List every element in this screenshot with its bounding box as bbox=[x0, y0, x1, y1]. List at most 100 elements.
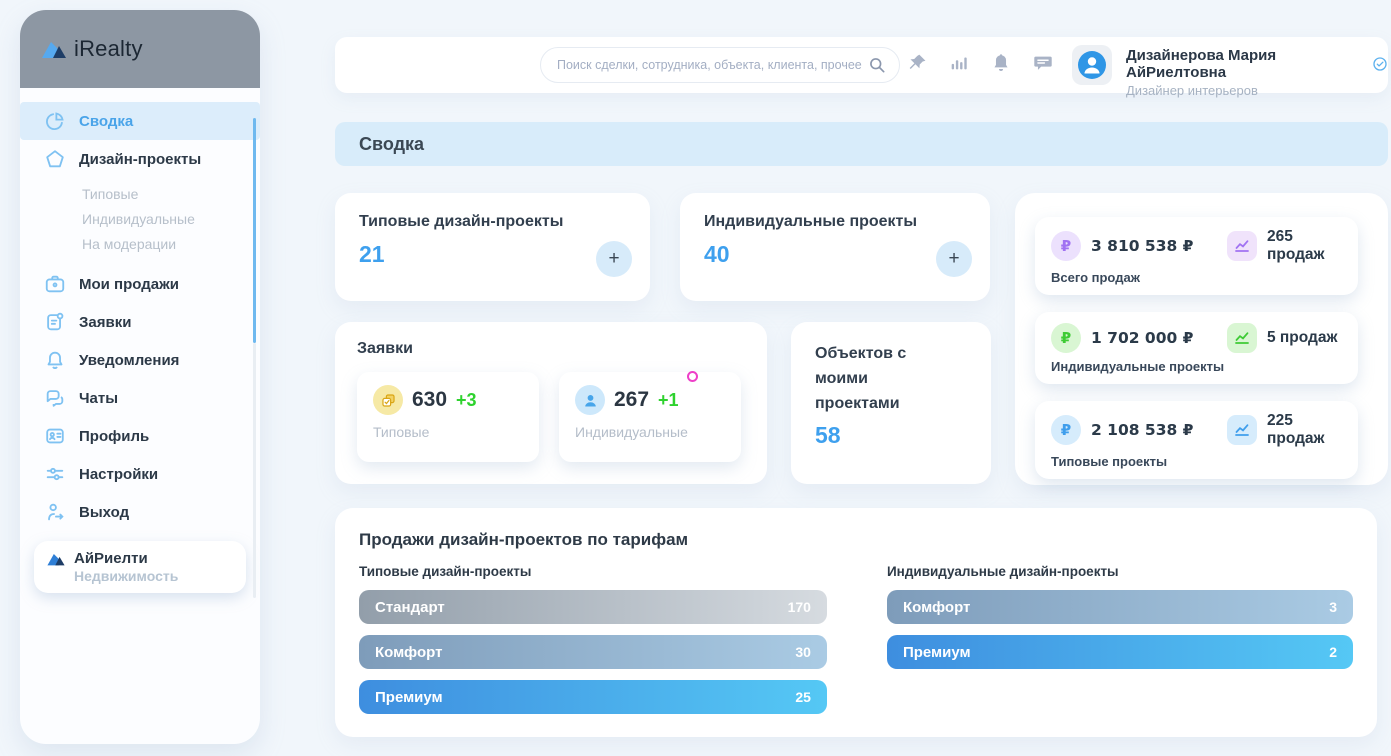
sidebar-item-svodka[interactable]: Сводка bbox=[20, 102, 260, 140]
bar-value: 2 bbox=[1329, 644, 1337, 660]
card-requests: Заявки 630 +3 Типовые bbox=[335, 322, 767, 484]
sidebar-item-label: Дизайн-проекты bbox=[79, 150, 202, 168]
user-info[interactable]: Дизайнерова Мария АйРиелтовна Дизайнер и… bbox=[1126, 47, 1388, 98]
line-chart-icon bbox=[1227, 231, 1257, 261]
requests-individual-label: Индивидуальные bbox=[575, 424, 688, 440]
pin-icon[interactable] bbox=[905, 51, 929, 75]
bar-komfort: Комфорт 30 bbox=[359, 635, 827, 669]
typical-projects-count: 21 bbox=[359, 241, 385, 267]
chart-group-title: Типовые дизайн-проекты bbox=[359, 564, 532, 579]
ruble-icon: ₽ bbox=[1051, 415, 1081, 445]
card-individual-projects: Индивидуальные проекты 40 + bbox=[680, 193, 990, 301]
ruble-icon: ₽ bbox=[1051, 231, 1081, 261]
sidebar-design-subitems: Типовые Индивидуальные На модерации bbox=[20, 178, 260, 265]
stat-label: Типовые проекты bbox=[1051, 454, 1168, 469]
stat-typical-sales: ₽ 2 108 538 ₽ 225 продаж Типовые проекты bbox=[1035, 401, 1358, 479]
person-icon bbox=[575, 385, 605, 415]
sidebar-scrollbar-track bbox=[253, 343, 256, 598]
sidebar-subitem-moderation[interactable]: На модерации bbox=[82, 236, 177, 252]
stat-count: 225 продаж bbox=[1267, 412, 1325, 447]
sidebar-subitem-individual[interactable]: Индивидуальные bbox=[82, 211, 195, 227]
sidebar-item-my-sales[interactable]: Мои продажи bbox=[20, 265, 260, 303]
document-icon bbox=[44, 311, 66, 333]
bar-value: 170 bbox=[787, 599, 811, 615]
sidebar-item-profile[interactable]: Профиль bbox=[20, 417, 260, 455]
sidebar-item-requests[interactable]: Заявки bbox=[20, 303, 260, 341]
ruble-icon: ₽ bbox=[1051, 323, 1081, 353]
user-name: Дизайнерова Мария АйРиелтовна bbox=[1126, 47, 1277, 81]
home-pentagon-icon bbox=[44, 148, 66, 170]
search-icon[interactable] bbox=[867, 55, 887, 75]
chart-group-title: Индивидуальные дизайн-проекты bbox=[886, 564, 1119, 579]
requests-individual-tile: 267 +1 Индивидуальные bbox=[559, 372, 741, 462]
chart-group-typical: Типовые дизайн-проекты Стандарт 170 Комф… bbox=[359, 564, 827, 725]
chart-group-individual: Индивидуальные дизайн-проекты Комфорт 3 … bbox=[886, 564, 1353, 725]
requests-typical-delta: +3 bbox=[456, 389, 477, 410]
message-icon[interactable] bbox=[1031, 51, 1055, 75]
chart-title: Продажи дизайн-проектов по тарифам bbox=[359, 530, 689, 549]
bar-value: 30 bbox=[795, 644, 811, 660]
bar-label: Премиум bbox=[902, 643, 971, 661]
chat-bubbles-icon bbox=[44, 387, 66, 409]
bar-label: Премиум bbox=[375, 688, 443, 706]
user-role: Дизайнер интерьеров bbox=[1126, 83, 1258, 98]
org-card[interactable]: АйРиелти Недвижимость bbox=[34, 541, 246, 593]
user-avatar[interactable] bbox=[1072, 45, 1112, 85]
copy-docs-icon bbox=[373, 385, 403, 415]
sidebar-nav: Сводка Дизайн-проекты Типовые Индивидуал… bbox=[20, 88, 260, 593]
bar-label: Комфорт bbox=[902, 598, 971, 616]
line-chart-icon bbox=[1227, 323, 1257, 353]
bar-standart: Стандарт 170 bbox=[359, 590, 827, 624]
verified-badge-icon bbox=[1372, 56, 1388, 72]
stat-count: 265 продаж bbox=[1267, 228, 1325, 263]
stat-amount: 3 810 538 ₽ bbox=[1091, 237, 1194, 255]
sidebar-item-label: Чаты bbox=[79, 389, 119, 407]
bar-premium: Премиум 2 bbox=[886, 635, 1353, 669]
stat-individual-sales: ₽ 1 702 000 ₽ 5 продаж Индивидуальные пр… bbox=[1035, 312, 1358, 384]
stat-amount: 2 108 538 ₽ bbox=[1091, 421, 1194, 439]
sidebar-item-label: Мои продажи bbox=[79, 275, 179, 293]
bar-value: 3 bbox=[1329, 599, 1337, 615]
search-bar[interactable] bbox=[540, 47, 900, 83]
cursor-ring bbox=[687, 371, 698, 382]
stat-label: Всего продаж bbox=[1051, 270, 1140, 285]
stat-total-sales: ₽ 3 810 538 ₽ 265 продаж Всего продаж bbox=[1035, 217, 1358, 295]
briefcase-icon bbox=[44, 273, 66, 295]
line-chart-icon bbox=[1227, 415, 1257, 445]
requests-typical-label: Типовые bbox=[373, 424, 430, 440]
notification-bell-icon[interactable] bbox=[989, 51, 1013, 75]
topbar-icons bbox=[905, 51, 1055, 75]
requests-title: Заявки bbox=[357, 340, 413, 357]
bell-icon bbox=[44, 349, 66, 371]
sidebar: iRealty Сводка Дизайн-проекты Типовые Ин… bbox=[20, 10, 260, 744]
individual-projects-count: 40 bbox=[704, 241, 730, 267]
org-subtitle: Недвижимость bbox=[74, 568, 179, 584]
stat-count: 5 продаж bbox=[1267, 329, 1338, 346]
sidebar-item-label: Выход bbox=[79, 503, 130, 521]
sidebar-item-label: Уведомления bbox=[79, 351, 180, 369]
sidebar-item-settings[interactable]: Настройки bbox=[20, 455, 260, 493]
add-individual-project-button[interactable]: + bbox=[936, 241, 972, 277]
card-typical-projects: Типовые дизайн-проекты 21 + bbox=[335, 193, 650, 301]
app-logo-text: iRealty bbox=[74, 36, 143, 61]
sales-stats-panel: ₽ 3 810 538 ₽ 265 продаж Всего продаж ₽ … bbox=[1015, 193, 1388, 485]
requests-individual-count: 267 bbox=[614, 388, 650, 411]
card-title: Индивидуальные проекты bbox=[704, 213, 918, 230]
sidebar-item-label: Настройки bbox=[79, 465, 159, 483]
card-tariff-sales-chart: Продажи дизайн-проектов по тарифам Типов… bbox=[335, 508, 1377, 737]
bar-komfort: Комфорт 3 bbox=[886, 590, 1353, 624]
requests-typical-tile: 630 +3 Типовые bbox=[357, 372, 539, 462]
sidebar-item-logout[interactable]: Выход bbox=[20, 493, 260, 531]
topbar: Дизайнерова Мария АйРиелтовна Дизайнер и… bbox=[335, 37, 1388, 98]
bar-chart-icon[interactable] bbox=[947, 51, 971, 75]
sidebar-scrollbar-thumb[interactable] bbox=[253, 118, 256, 343]
sidebar-item-chats[interactable]: Чаты bbox=[20, 379, 260, 417]
id-card-icon bbox=[44, 425, 66, 447]
logout-icon bbox=[44, 501, 66, 523]
sidebar-subitem-typical[interactable]: Типовые bbox=[82, 186, 139, 202]
sidebar-item-design-projects[interactable]: Дизайн-проекты bbox=[20, 140, 260, 178]
search-input[interactable] bbox=[557, 58, 867, 72]
sidebar-item-notifications[interactable]: Уведомления bbox=[20, 341, 260, 379]
sidebar-item-label: Сводка bbox=[79, 112, 134, 130]
add-typical-project-button[interactable]: + bbox=[596, 241, 632, 277]
